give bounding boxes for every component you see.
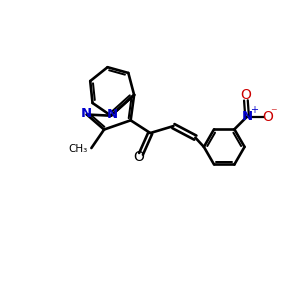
Text: N: N — [106, 108, 118, 121]
Text: N: N — [81, 107, 92, 120]
Text: O: O — [241, 88, 251, 102]
Text: N: N — [242, 110, 253, 123]
Text: CH₃: CH₃ — [68, 144, 87, 154]
Text: O: O — [262, 110, 273, 124]
Text: +: + — [250, 105, 257, 115]
Text: O: O — [133, 150, 144, 164]
Text: ⁻: ⁻ — [270, 106, 277, 119]
